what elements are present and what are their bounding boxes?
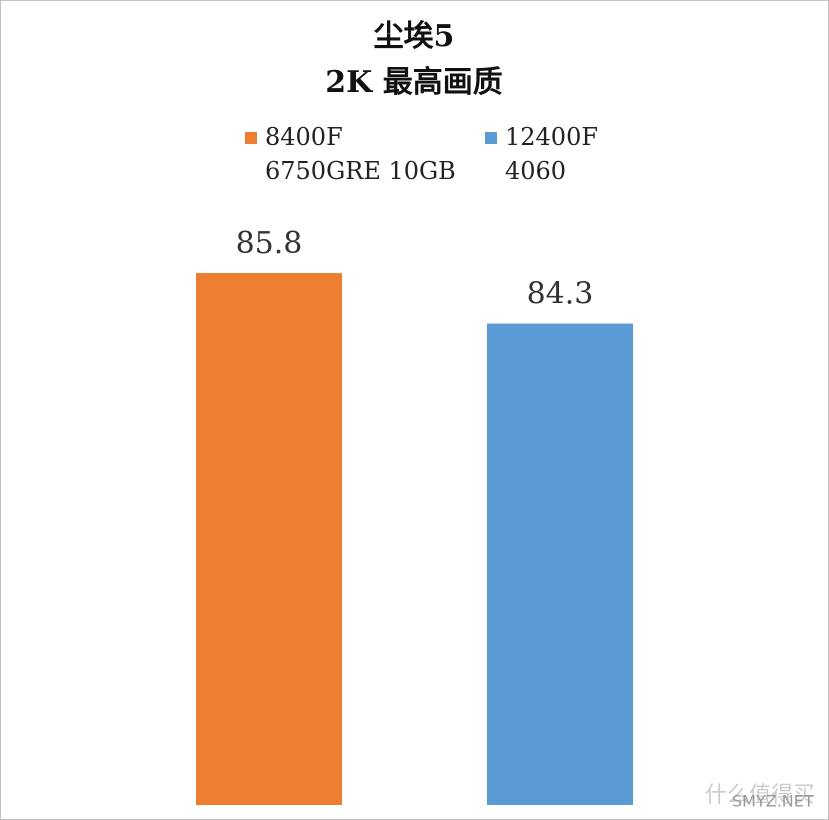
watermark-sub: SMYZ.NET	[732, 792, 814, 811]
legend-swatch	[245, 132, 257, 144]
bar	[487, 323, 633, 805]
bar	[196, 273, 342, 806]
value-label: 84.3	[527, 277, 594, 312]
chart-subtitle: 2K 最高画质	[325, 65, 502, 100]
legend-label: 8400F 6750GRE 10GB	[265, 123, 456, 185]
legend-label: 12400F 4060	[505, 123, 598, 185]
watermark: 什么值得买	[705, 783, 815, 808]
chart-title: 尘埃5	[374, 19, 455, 54]
legend-swatch	[485, 132, 497, 144]
value-label: 85.8	[236, 226, 303, 261]
